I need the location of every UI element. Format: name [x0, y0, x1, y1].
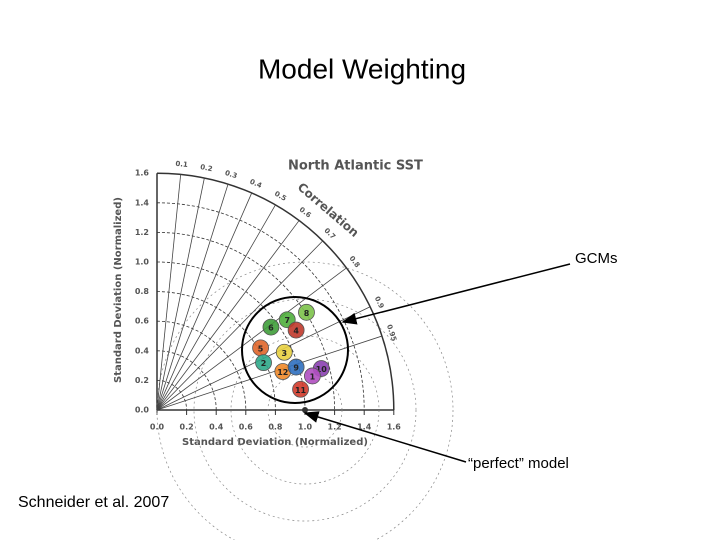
correlation-tick-label: 0.8: [348, 255, 362, 270]
x-tick-label: 0.0: [150, 423, 165, 432]
y-tick-label: 1.2: [135, 228, 149, 237]
correlation-tick-label: 0.2: [199, 163, 213, 173]
correlation-ray: [156, 183, 229, 411]
y-axis-label: Standard Deviation (Normalized): [113, 197, 124, 383]
sd-arc: [156, 380, 187, 411]
correlation-ray: [156, 174, 182, 411]
y-tick-label: 0.2: [135, 376, 149, 385]
sd-arc: [156, 291, 276, 411]
correlation-tick-label: 0.95: [385, 323, 398, 342]
sd-arc: [156, 261, 306, 411]
model-point: [255, 354, 272, 372]
citation: Schneider et al. 2007: [18, 494, 169, 511]
model-point: [287, 358, 305, 376]
model-point: [292, 380, 309, 398]
sd-arc: [156, 172, 395, 411]
model-point-label: 6: [268, 324, 274, 333]
y-tick-label: 1.0: [135, 258, 150, 267]
x-tick-label: 1.0: [298, 423, 313, 432]
model-point: [262, 318, 280, 336]
gcms-label: GCMs: [575, 250, 618, 267]
model-point-label: 4: [293, 327, 299, 336]
rms-arc: [230, 335, 380, 485]
sd-arc: [156, 350, 217, 411]
gcms-arrow: [341, 263, 571, 325]
correlation-ray: [156, 204, 276, 411]
correlation-ray: [156, 240, 324, 411]
sd-arc: [156, 320, 247, 411]
y-tick-label: 0.8: [135, 287, 150, 296]
model-point: [298, 303, 315, 321]
y-tick-label: 0.0: [135, 406, 150, 415]
model-point-label: 1: [310, 372, 316, 381]
correlation-ray: [156, 335, 383, 411]
x-tick-label: 0.6: [239, 423, 254, 432]
y-tick-label: 0.6: [135, 317, 150, 326]
highlight-circle: [241, 296, 349, 404]
correlation-ray: [156, 267, 347, 411]
sd-arc: [156, 202, 365, 411]
correlation-ray: [156, 220, 300, 411]
model-point-label: 2: [261, 359, 267, 368]
model-point-label: 3: [281, 349, 287, 358]
correlation-tick-label: 0.3: [224, 169, 238, 180]
x-tick-label: 1.2: [328, 423, 342, 432]
y-tick-label: 1.4: [135, 198, 150, 207]
model-point-label: 10: [316, 365, 328, 374]
rms-arc: [193, 298, 417, 522]
model-point-label: 12: [277, 368, 288, 377]
model-point-label: 5: [258, 344, 264, 353]
x-tick-label: 0.8: [268, 423, 283, 432]
model-point-label: 8: [304, 309, 310, 318]
x-tick-label: 1.4: [357, 423, 372, 432]
reference-point: [302, 407, 308, 413]
slide-title: Model Weighting: [258, 53, 466, 84]
diagram-title: North Atlantic SST: [288, 159, 423, 174]
model-point: [287, 321, 305, 339]
x-tick-label: 1.6: [387, 423, 402, 432]
correlation-tick-label: 0.5: [273, 190, 288, 203]
perfect-label: “perfect” model: [468, 455, 569, 472]
y-tick-label: 0.4: [135, 346, 150, 355]
correlation-tick-label: 0.1: [175, 160, 188, 169]
x-axis-label: Standard Deviation (Normalized): [182, 437, 368, 448]
correlation-ray: [156, 192, 253, 411]
correlation-tick-label: 0.7: [323, 227, 338, 241]
model-point: [303, 367, 321, 385]
perfect-arrow: [303, 411, 467, 463]
x-tick-label: 0.4: [209, 423, 224, 432]
rms-arc: [267, 372, 343, 448]
y-tick-label: 1.6: [135, 169, 150, 178]
model-point-label: 11: [295, 386, 307, 395]
correlation-tick-label: 0.9: [373, 295, 386, 310]
x-tick-label: 0.2: [180, 423, 194, 432]
correlation-tick-label: 0.6: [298, 206, 313, 220]
model-point-label: 7: [284, 316, 290, 325]
correlation-tick-label: 0.4: [248, 178, 263, 190]
model-point-label: 9: [293, 364, 299, 373]
correlation-ray: [156, 177, 205, 411]
model-point: [275, 343, 293, 361]
rms-arc: [156, 261, 454, 540]
